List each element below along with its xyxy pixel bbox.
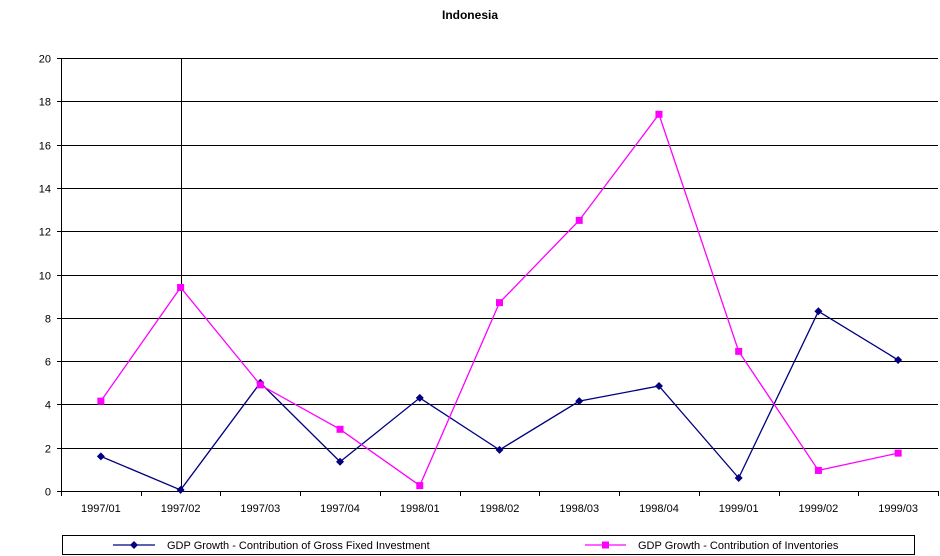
gridlines: [61, 58, 938, 492]
series-2-point: [177, 283, 185, 291]
legend-marker-1: [130, 541, 138, 549]
series-1-point: [575, 397, 584, 406]
x-tick-label: 1998/02: [480, 503, 520, 515]
x-tick-label: 1999/01: [719, 503, 759, 515]
series-1-point: [654, 381, 663, 390]
series-1-point: [176, 485, 185, 494]
legend: GDP Growth - Contribution of Gross Fixed…: [62, 535, 915, 555]
x-tick-label: 1997/02: [161, 503, 201, 515]
y-tick-label: 20: [39, 54, 51, 66]
chart-title: Indonesia: [442, 8, 498, 22]
series-2-point: [97, 397, 105, 405]
series-2-point: [894, 449, 902, 457]
series-1-point: [814, 307, 823, 316]
series-2-point: [655, 110, 663, 118]
legend-label-1: GDP Growth - Contribution of Gross Fixed…: [167, 540, 430, 552]
x-tick-label: 1998/03: [559, 503, 599, 515]
series-2-point: [735, 347, 743, 355]
series-line-1: [100, 310, 899, 491]
x-tick-label: 1998/01: [400, 503, 440, 515]
series-2-point: [416, 482, 424, 490]
series-1-point: [894, 356, 903, 365]
legend-label-2: GDP Growth - Contribution of Inventories: [638, 540, 839, 552]
series-1-point: [96, 452, 105, 461]
series-2-point: [256, 381, 264, 389]
series-1-point: [495, 445, 504, 454]
x-tick-label: 1997/01: [81, 503, 121, 515]
series-2-point: [336, 425, 344, 433]
series-2-point: [496, 299, 503, 307]
y-tick-label: 12: [39, 227, 51, 239]
y-tick-label: 14: [39, 184, 51, 196]
y-tick-label: 0: [45, 487, 51, 499]
series-1-point: [415, 393, 424, 402]
legend-box: [62, 535, 915, 555]
series-layer: [96, 110, 903, 494]
x-tick-label: 1997/04: [320, 503, 360, 515]
y-tick-label: 10: [39, 271, 51, 283]
x-tick-label: 1999/02: [799, 503, 839, 515]
series-2-point: [575, 216, 583, 224]
series-2-point: [814, 466, 822, 474]
x-tick-label: 1999/03: [878, 503, 918, 515]
series-1-point: [734, 474, 743, 483]
y-tick-label: 2: [45, 444, 51, 456]
legend-marker-2: [602, 541, 609, 549]
series-1-point: [336, 457, 345, 466]
x-tick-label: 1997/03: [240, 503, 280, 515]
y-tick-label: 16: [39, 141, 51, 153]
y-tick-label: 8: [45, 314, 51, 326]
x-tick-label: 1998/04: [639, 503, 679, 515]
y-tick-label: 4: [45, 400, 51, 412]
y-tick-label: 18: [39, 97, 51, 109]
axes: 0 2 4 6 8 10 12 14 16 18 20 1997/01 1997/02 1997/03 19…: [39, 54, 939, 515]
y-tick-label: 6: [45, 357, 51, 369]
